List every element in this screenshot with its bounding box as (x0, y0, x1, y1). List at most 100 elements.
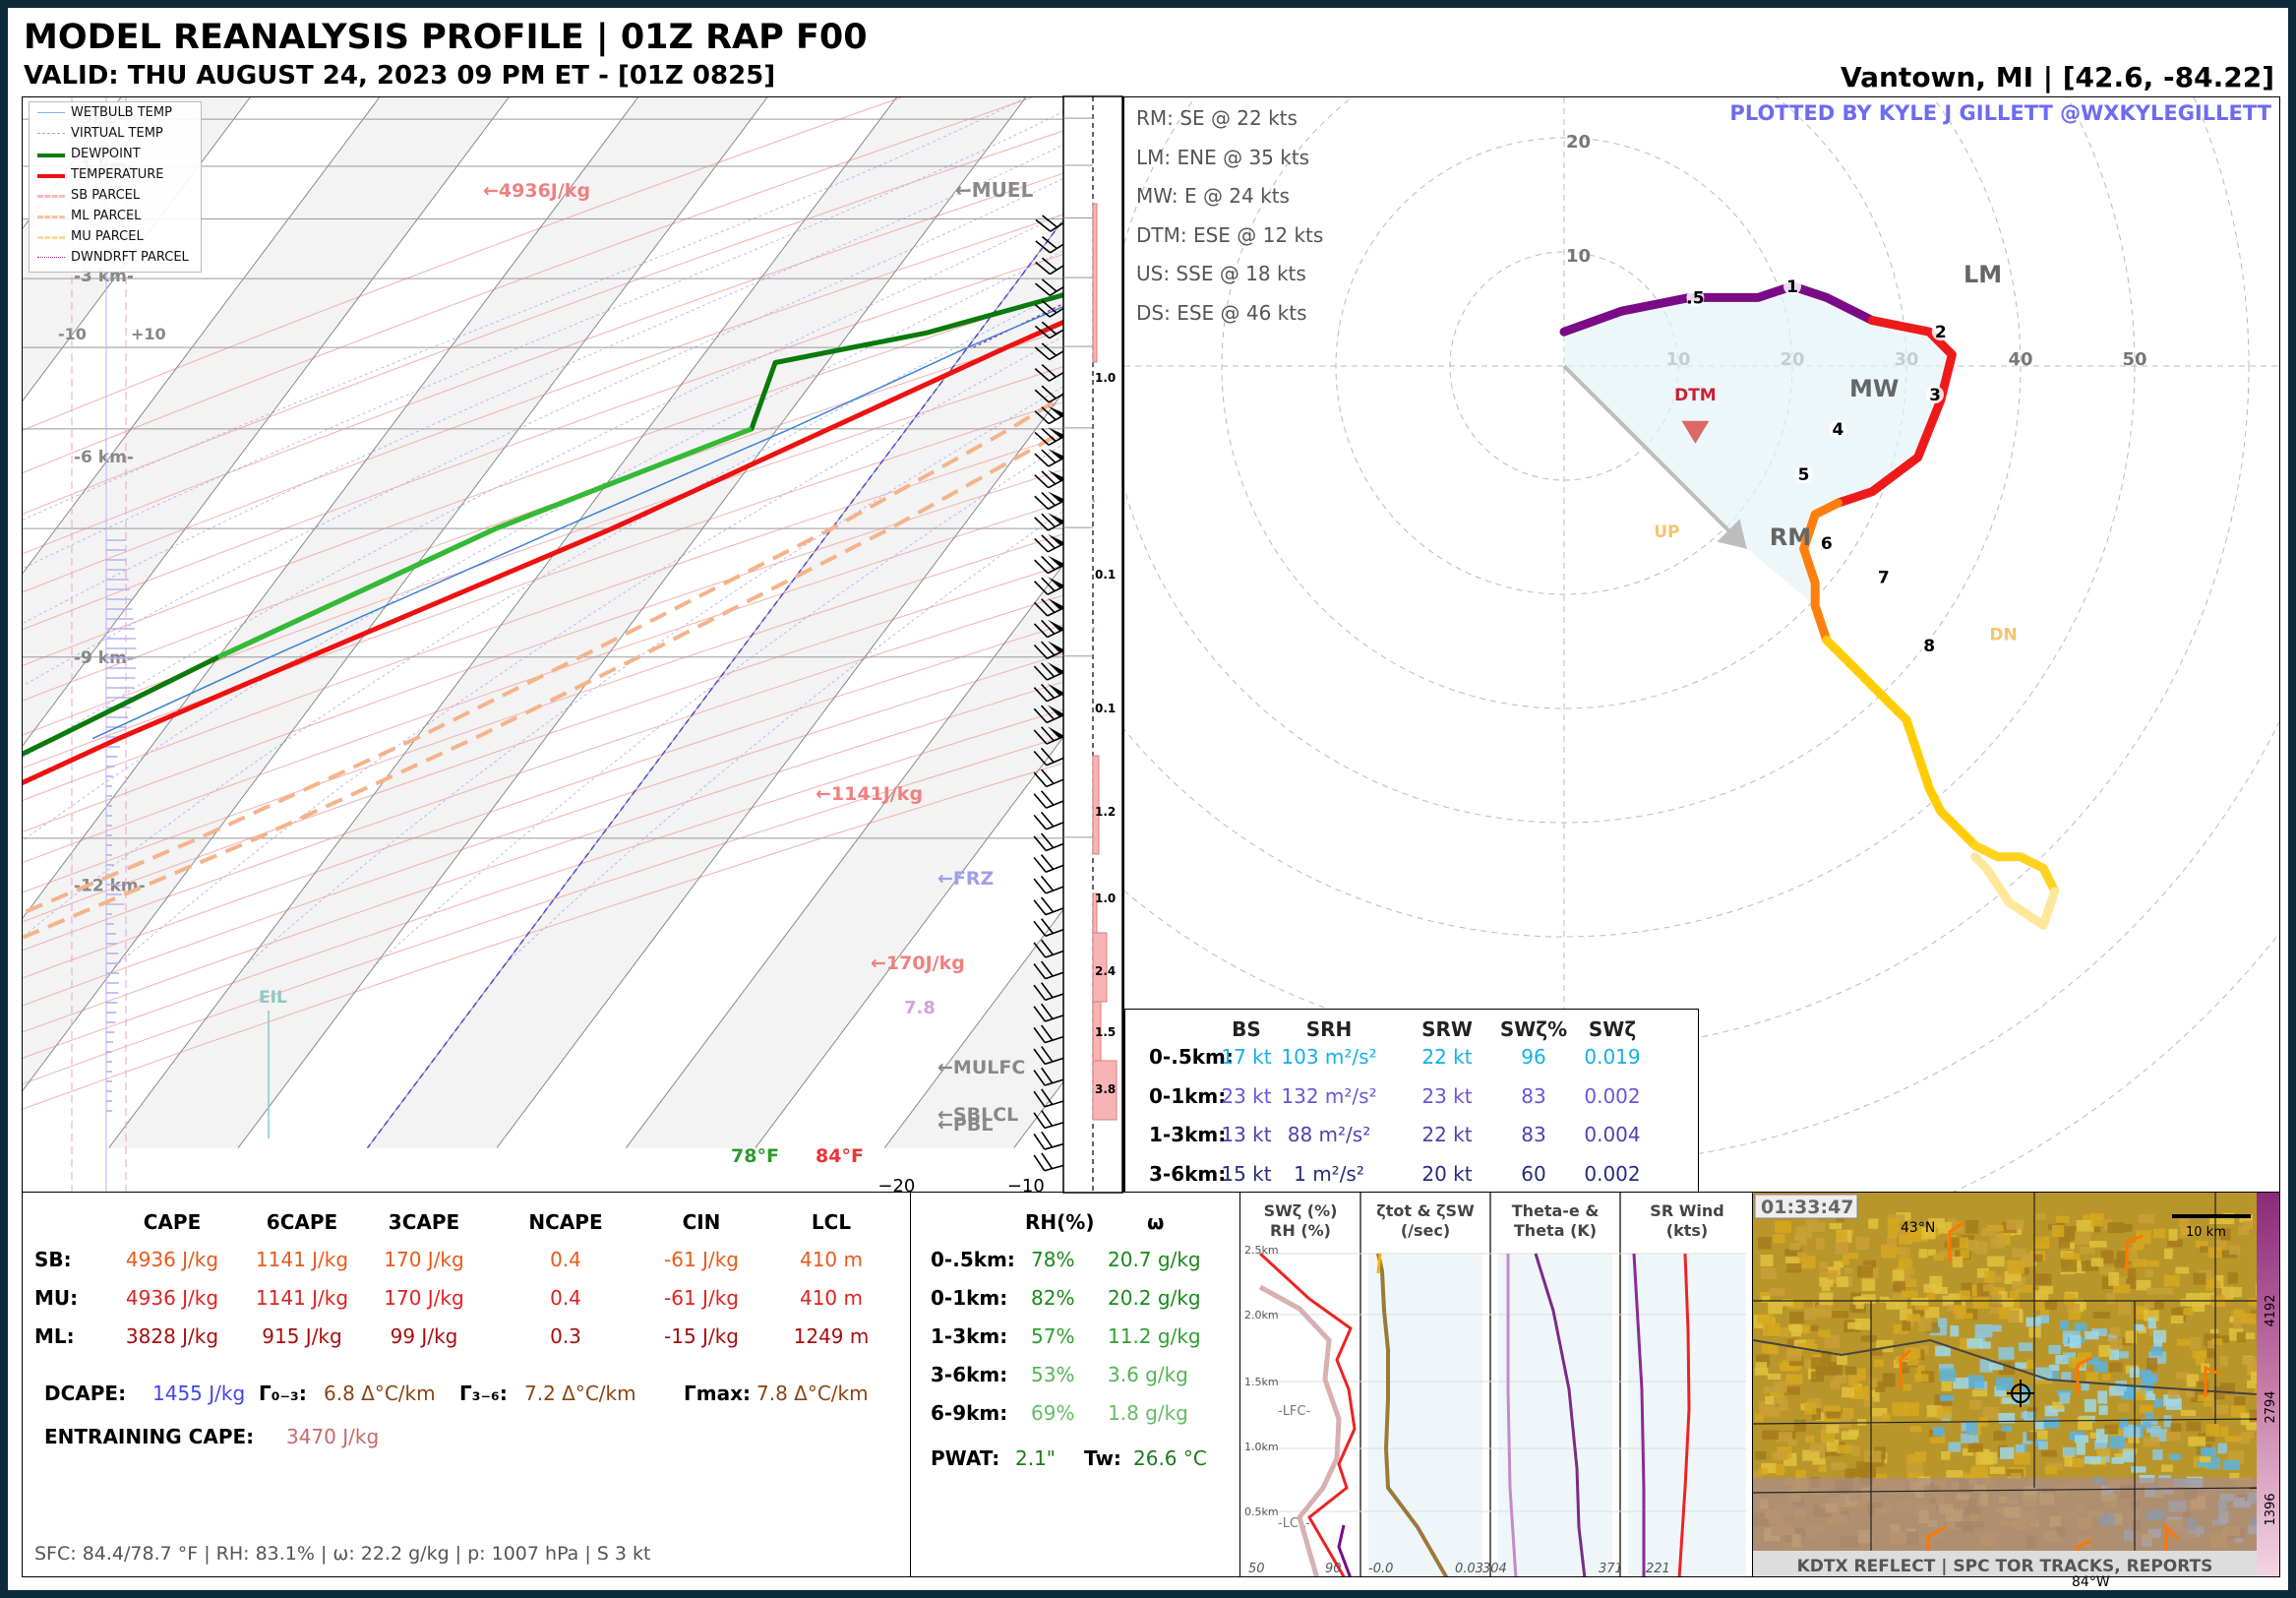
skewt-diagram: -12 km--9 km--6 km--3 km--1 km--SFC--10+… (23, 97, 1122, 1193)
srh-bar-label: 0.1 (1095, 702, 1116, 715)
thermo-cell: 3828 J/kg (125, 1324, 219, 1348)
radar-cell (1906, 1453, 1916, 1463)
shear-layer: 0-1km: (1149, 1083, 1227, 1108)
radar-cell (1821, 1350, 1832, 1363)
radar-cell (2180, 1298, 2190, 1307)
radar-cell (1936, 1406, 1953, 1420)
mini-zeta-line (1376, 1253, 1449, 1576)
radar-cell (2217, 1443, 2227, 1454)
mini-title: Theta-e & (1512, 1201, 1600, 1220)
height-marker-bg (1817, 533, 1836, 552)
radar-cell (1767, 1373, 1782, 1381)
radar-cell (1912, 1306, 1927, 1317)
parcel-name: ML: (34, 1324, 75, 1348)
radar-cell (1774, 1381, 1787, 1393)
radar-cell (1887, 1218, 1900, 1232)
radar-cell (2167, 1239, 2183, 1248)
radar-cell (2098, 1344, 2111, 1357)
radar-cell (2014, 1451, 2030, 1465)
radar-cell (2109, 1337, 2123, 1350)
mini-theta-line (1506, 1254, 1518, 1576)
radar-cell (1819, 1277, 1834, 1287)
mini-title: Theta (K) (1514, 1221, 1597, 1240)
radar-cell (2097, 1390, 2108, 1404)
annotation-frz: ←FRZ (937, 868, 994, 890)
radar-cell (1990, 1324, 2002, 1332)
surface-summary: SFC: 84.4/78.7 °F | RH: 83.1% | ω: 22.2 … (34, 1543, 651, 1565)
tw-value: 26.6 °C (1133, 1446, 1207, 1470)
radar-cell (2186, 1374, 2200, 1387)
radar-cell (2084, 1398, 2096, 1412)
colorbar-label: 4192 (2264, 1294, 2278, 1326)
legend-swatch (37, 133, 65, 134)
radar-cell (1940, 1394, 1954, 1401)
radar-cell (2143, 1393, 2156, 1400)
tornado-track (2164, 1523, 2180, 1557)
radar-cell (1899, 1234, 1912, 1245)
height-marker: 4 (1832, 420, 1843, 440)
radar-cell (1834, 1365, 1843, 1376)
rh-cell: 69% (1031, 1401, 1075, 1425)
radar-cell (1826, 1439, 1840, 1452)
radar-cell (2089, 1432, 2100, 1439)
radar-cell (2063, 1232, 2075, 1242)
radar-cell (2007, 1310, 2020, 1323)
radar-cell (1975, 1451, 1994, 1465)
radar-cell (1906, 1461, 1923, 1474)
radar-cell (2108, 1271, 2120, 1286)
radar-cell (1800, 1256, 1816, 1269)
credit-label: PLOTTED BY KYLE J GILLETT @WXKYLEGILLETT (1729, 101, 2271, 125)
radar-cell (2243, 1431, 2255, 1439)
annotation-pbl: ←PBL (937, 1114, 993, 1136)
radar-cell (2164, 1275, 2180, 1287)
county-line (1753, 1487, 2258, 1494)
thermo-cell: 915 J/kg (262, 1324, 342, 1348)
radar-cell (1965, 1220, 1979, 1234)
radar-cell (1952, 1256, 1964, 1268)
temp-tick-label: −20 (877, 1176, 915, 1193)
radar-cell (1811, 1371, 1825, 1383)
radar-cell (2098, 1451, 2110, 1462)
radar-cell (2068, 1310, 2082, 1321)
radar-cell (1914, 1374, 1929, 1383)
radar-cell (2086, 1357, 2100, 1366)
radar-cell (2076, 1220, 2094, 1233)
thermo-cell: 410 m (799, 1286, 863, 1310)
legend-label: TEMPERATURE (71, 167, 164, 182)
dn-label: DN (1989, 625, 2017, 645)
radar-cell (2035, 1273, 2052, 1285)
height-marker-bg (1931, 323, 1950, 341)
storm-motion-us: US: SSE @ 18 kts (1136, 262, 1306, 285)
thermo-header: CIN (682, 1210, 721, 1234)
radar-cell (2211, 1296, 2226, 1307)
annotation-sblcl: ←SBLCL (937, 1104, 1018, 1126)
radar-cell (1959, 1290, 1970, 1301)
tw-label: Tw: (1084, 1446, 1121, 1470)
isotherm (108, 97, 897, 1148)
radar-cell (1856, 1265, 1873, 1278)
radar-cell (2240, 1313, 2257, 1324)
mini-swz-line (1258, 1252, 1357, 1576)
shear-cell: 0.019 (1584, 1045, 1641, 1069)
radar-cell (2074, 1322, 2087, 1331)
parcel-name: SB: (34, 1248, 72, 1271)
mixing-cell: 20.7 g/kg (1108, 1248, 1201, 1271)
radar-cell (2048, 1364, 2060, 1371)
radar-cell (1961, 1433, 1973, 1444)
radar-cell (2143, 1421, 2151, 1429)
radar-cell (2117, 1337, 2133, 1346)
radar-cell (1795, 1324, 1811, 1334)
radar-cell (2094, 1361, 2108, 1373)
dry-adiabat (23, 576, 1122, 952)
radar-cell (1927, 1249, 1937, 1256)
dry-adiabat (23, 515, 1122, 893)
radar-cell (1782, 1299, 1793, 1307)
radar-cell (2148, 1324, 2157, 1336)
radar-cell (2090, 1258, 2104, 1267)
srh-bar-label: 1.5 (1095, 1025, 1116, 1039)
ecape-value: 3470 J/kg (286, 1425, 380, 1448)
radar-cell (2200, 1456, 2211, 1463)
shear-layer: 3-6km: (1149, 1161, 1227, 1186)
srh-column: 1.0 0.1 0.1 1.2 1.0 2.4 1.5 3.8 (1062, 95, 1123, 1194)
radar-cell (2233, 1317, 2242, 1329)
